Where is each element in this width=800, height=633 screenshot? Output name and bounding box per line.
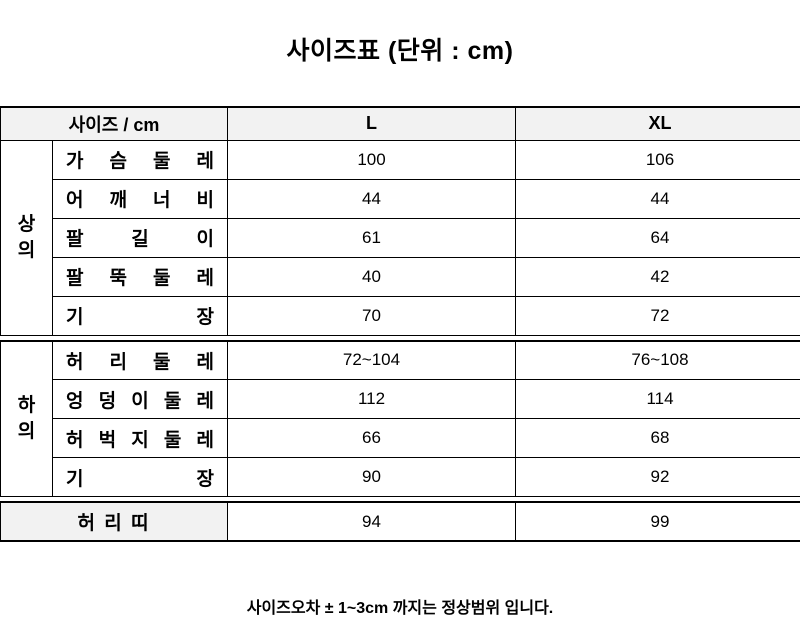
measurement-label-sleeve: 팔 길 이: [51, 217, 229, 258]
measurement-label-shoulder: 어 깨 너 비: [51, 178, 229, 219]
value-L: 72~104: [227, 340, 516, 380]
table-row: 허 리 띠 94 99: [0, 501, 800, 542]
table-row: 하 의 허 리 둘 레 72~104 76~108: [0, 340, 800, 497]
value-L: 66: [227, 418, 516, 458]
measurement-label-bottom-length: 기 장: [52, 457, 228, 497]
header-col-XL: XL: [515, 106, 800, 141]
value-L: 70: [227, 295, 517, 336]
size-table: 사이즈 / cm L XL 상 의 가 슴 둘 레 100 106 어 깨 너 …: [0, 106, 800, 542]
measurement-label-hip: 엉 덩 이 둘 레: [52, 379, 228, 419]
value-L: 94: [227, 501, 516, 542]
table-row: 허 벅 지 둘 레 66 68: [1, 418, 800, 458]
value-XL: 92: [515, 457, 800, 497]
size-tolerance-note: 사이즈오차 ± 1~3cm 까지는 정상범위 입니다.: [246, 600, 554, 617]
value-L: 44: [227, 178, 517, 219]
header-size-unit-cell: 사이즈 / cm: [0, 106, 229, 141]
table-row: 엉 덩 이 둘 레 112 114: [1, 379, 800, 419]
measurement-label-waist: 허 리 둘 레: [52, 340, 228, 380]
value-L: 112: [227, 379, 516, 419]
table-row: 기 장 70 72: [1, 295, 800, 336]
size-table-upper-section: 사이즈 / cm L XL 상 의 가 슴 둘 레 100 106 어 깨 너 …: [0, 106, 800, 336]
table-row: 팔 길 이 61 64: [1, 217, 800, 258]
value-XL: 44: [515, 178, 800, 219]
header-col-L: L: [227, 106, 517, 141]
value-XL: 106: [515, 139, 800, 180]
value-XL: 68: [515, 418, 800, 458]
group-cell-upper: 상 의: [0, 139, 53, 336]
size-table-belt-section: 허 리 띠 94 99: [0, 501, 800, 542]
value-XL: 76~108: [515, 340, 800, 380]
measurement-label-top-length: 기 장: [51, 295, 229, 336]
value-XL: 99: [515, 501, 800, 542]
value-XL: 64: [515, 217, 800, 258]
size-table-lower-section: 하 의 허 리 둘 레 72~104 76~108 엉 덩 이 둘 레 112 …: [0, 339, 800, 497]
measurement-label-thigh: 허 벅 지 둘 레: [52, 418, 228, 458]
value-XL: 114: [515, 379, 800, 419]
value-L: 61: [227, 217, 517, 258]
value-XL: 72: [515, 295, 800, 336]
table-row: 팔 뚝 둘 레 40 42: [1, 256, 800, 297]
value-XL: 42: [515, 256, 800, 297]
measurement-label-forearm: 팔 뚝 둘 레: [51, 256, 229, 297]
table-header-row: 사이즈 / cm L XL: [0, 106, 800, 141]
table-row: 기 장 90 92: [1, 457, 800, 497]
value-L: 40: [227, 256, 517, 297]
table-row: 어 깨 너 비 44 44: [1, 178, 800, 219]
page-title: 사이즈표 (단위 : cm): [286, 37, 514, 65]
measurement-label-belt: 허 리 띠: [0, 501, 228, 542]
group-cell-lower: 하 의: [0, 340, 53, 497]
table-row: 상 의 가 슴 둘 레 100 106: [0, 139, 800, 336]
measurement-label-chest: 가 슴 둘 레: [51, 139, 229, 180]
value-L: 90: [227, 457, 516, 497]
value-L: 100: [227, 139, 517, 180]
